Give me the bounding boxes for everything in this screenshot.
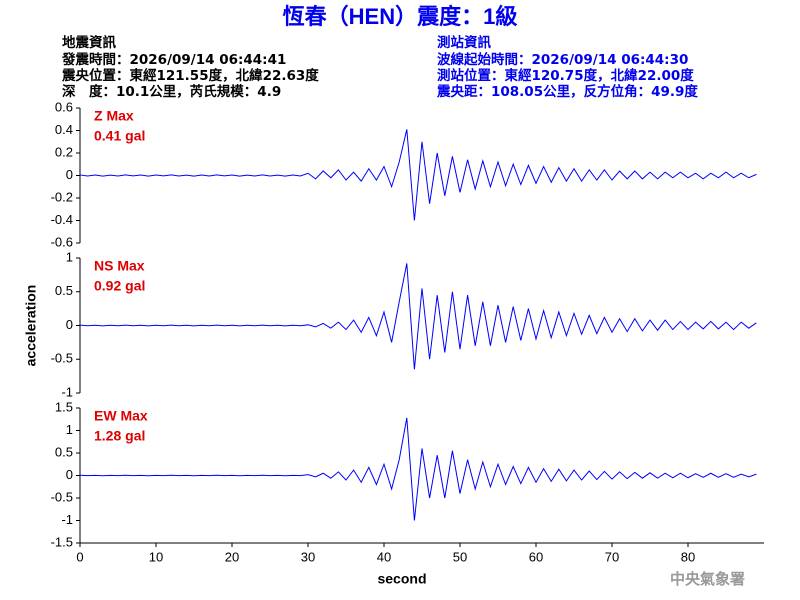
- max-annotation: 1.28 gal: [94, 428, 145, 444]
- y-axis-label: acceleration: [23, 285, 39, 367]
- info-right: 測站位置：東經120.75度，北緯22.00度: [437, 67, 694, 84]
- y-tick-label: -0.5: [51, 351, 73, 366]
- y-tick-label: -1.5: [51, 534, 73, 549]
- y-tick-label: 1: [66, 422, 73, 437]
- max-annotation: NS Max: [94, 258, 145, 274]
- max-annotation: 0.92 gal: [94, 278, 145, 294]
- waveform: [79, 129, 757, 221]
- info-left: 震央位置：東經121.55度，北緯22.63度: [61, 67, 319, 84]
- y-tick-label: 0.6: [55, 99, 73, 114]
- y-tick-label: 0.5: [55, 444, 73, 459]
- info-left: 發震時間：2026/09/14 06:44:41: [61, 51, 286, 68]
- y-tick-label: 1.5: [55, 399, 73, 414]
- max-annotation: 0.41 gal: [94, 128, 145, 144]
- page-title: 恆春（HEN）震度：1級: [283, 4, 518, 29]
- x-tick-label: 20: [225, 549, 239, 564]
- y-tick-label: 1: [66, 249, 73, 264]
- max-annotation: Z Max: [94, 108, 134, 124]
- footer-agency: 中央氣象署: [670, 570, 745, 588]
- y-tick-label: 0.2: [55, 144, 73, 159]
- y-tick-label: -0.6: [51, 234, 73, 249]
- waveform: [79, 263, 757, 370]
- y-tick-label: 0: [66, 317, 73, 332]
- x-axis-label: second: [377, 571, 426, 587]
- waveform: [79, 417, 757, 521]
- y-tick-label: -0.5: [51, 489, 73, 504]
- x-tick-label: 50: [453, 549, 467, 564]
- x-tick-label: 10: [149, 549, 163, 564]
- info-left: 地震資訊: [62, 34, 116, 51]
- y-tick-label: -0.2: [51, 189, 73, 204]
- y-tick-label: 0: [66, 467, 73, 482]
- x-tick-label: 40: [377, 549, 391, 564]
- y-tick-label: 0: [66, 167, 73, 182]
- x-tick-label: 80: [681, 549, 695, 564]
- info-right: 波線起始時間：2026/09/14 06:44:30: [437, 51, 688, 68]
- y-tick-label: 0.5: [55, 283, 73, 298]
- x-tick-label: 60: [529, 549, 543, 564]
- y-tick-label: -1: [61, 512, 73, 527]
- info-left: 深 度：10.1公里，芮氏規模：4.9: [62, 83, 281, 100]
- x-tick-label: 0: [76, 549, 83, 564]
- x-tick-label: 70: [605, 549, 619, 564]
- info-right: 測站資訊: [437, 34, 491, 51]
- y-tick-label: -0.4: [51, 212, 73, 227]
- y-tick-label: -1: [61, 384, 73, 399]
- x-tick-label: 30: [301, 549, 315, 564]
- max-annotation: EW Max: [94, 408, 148, 424]
- y-tick-label: 0.4: [55, 122, 73, 137]
- info-right: 震央距：108.05公里，反方位角：49.9度: [436, 83, 698, 100]
